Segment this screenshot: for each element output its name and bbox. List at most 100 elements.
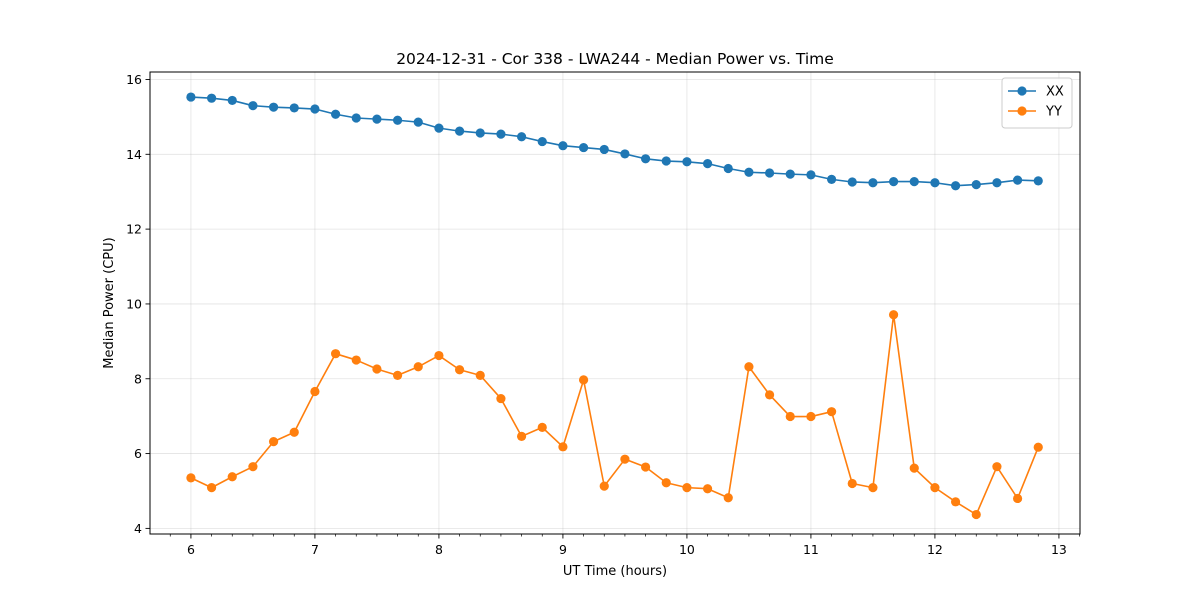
plot-frame <box>149 71 1081 535</box>
legend-marker-xx <box>1017 86 1027 96</box>
data-point-xx <box>578 142 589 153</box>
grid-lines <box>150 72 1080 534</box>
data-point-yy <box>785 411 795 422</box>
data-point-xx <box>620 149 630 159</box>
data-point-yy <box>516 431 527 441</box>
data-point-xx <box>950 181 961 191</box>
data-point-yy <box>868 483 878 493</box>
data-point-xx <box>1033 176 1043 186</box>
data-point-yy <box>289 427 299 437</box>
data-point-xx <box>930 178 940 188</box>
y-tick-label: 16 <box>126 72 142 87</box>
data-point-yy <box>330 349 341 359</box>
data-point-yy <box>558 442 568 452</box>
x-tick-label: 13 <box>1051 542 1067 557</box>
data-point-xx <box>186 92 196 102</box>
chart-title: 2024-12-31 - Cor 338 - LWA244 - Median P… <box>396 50 834 68</box>
legend-label-xx: XX <box>1046 85 1064 100</box>
data-point-xx <box>206 93 217 103</box>
data-point-xx <box>434 123 444 133</box>
data-point-xx <box>454 126 465 136</box>
y-tick-label: 8 <box>134 371 142 386</box>
data-point-yy <box>599 481 609 491</box>
data-point-xx <box>888 177 899 187</box>
data-point-yy <box>744 362 754 372</box>
data-point-yy <box>434 350 444 361</box>
data-point-xx <box>516 132 527 142</box>
data-point-yy <box>392 370 403 380</box>
series-line-yy <box>190 313 1039 516</box>
data-point-xx <box>413 117 423 127</box>
data-point-xx <box>868 178 878 188</box>
data-point-xx <box>806 170 816 180</box>
data-point-xx <box>351 113 361 123</box>
data-point-xx <box>599 144 609 155</box>
data-point-yy <box>537 422 547 432</box>
x-tick-label: 8 <box>435 542 443 557</box>
data-point-yy <box>186 473 196 483</box>
data-point-xx <box>909 177 919 187</box>
data-point-xx <box>372 114 382 124</box>
axes: 6 7 8 9 10 11 12 13 4 6 8 10 12 14 16 <box>126 72 1080 557</box>
data-point-xx <box>785 169 795 179</box>
data-point-yy <box>206 483 217 493</box>
data-point-yy <box>310 386 320 397</box>
data-point-yy <box>682 483 692 493</box>
data-point-yy <box>351 355 361 365</box>
data-point-xx <box>248 101 258 111</box>
y-tick-label: 14 <box>126 147 142 162</box>
data-point-yy <box>454 365 465 375</box>
data-point-xx <box>1012 175 1023 185</box>
data-point-yy <box>702 484 713 494</box>
data-point-yy <box>847 478 857 489</box>
data-point-xx <box>640 154 651 164</box>
data-point-yy <box>888 310 899 320</box>
x-tick-label: 9 <box>559 542 567 557</box>
data-point-yy <box>909 463 919 473</box>
x-axis-label: UT Time (hours) <box>563 564 667 579</box>
data-point-yy <box>930 483 940 493</box>
data-point-yy <box>723 493 733 503</box>
data-point-xx <box>847 177 857 187</box>
y-tick-label: 12 <box>126 222 142 237</box>
data-point-yy <box>806 411 816 422</box>
data-point-yy <box>620 454 630 464</box>
data-point-xx <box>764 168 775 178</box>
data-point-xx <box>992 178 1002 188</box>
data-point-xx <box>310 104 320 114</box>
data-point-xx <box>826 174 837 184</box>
y-axis-label: Median Power (CPU) <box>102 237 117 368</box>
legend: XX YY <box>1001 77 1073 129</box>
data-point-xx <box>537 136 547 147</box>
x-tick-label: 7 <box>311 542 319 557</box>
data-point-xx <box>971 180 981 190</box>
data-point-xx <box>744 167 754 177</box>
x-tick-label: 6 <box>187 542 195 557</box>
data-point-yy <box>992 462 1002 472</box>
data-point-yy <box>971 509 981 520</box>
data-point-xx <box>558 141 568 151</box>
data-point-xx <box>392 115 403 125</box>
data-point-xx <box>289 103 299 113</box>
y-tick-label: 10 <box>126 296 142 311</box>
plot-series <box>186 92 1043 520</box>
data-point-yy <box>1033 442 1043 452</box>
x-tick-label: 10 <box>679 542 695 557</box>
data-point-yy <box>248 462 258 472</box>
data-point-yy <box>1012 493 1023 504</box>
data-point-xx <box>702 159 713 169</box>
data-point-xx <box>723 163 733 174</box>
data-point-xx <box>682 157 692 167</box>
data-point-yy <box>372 364 382 374</box>
data-point-yy <box>413 362 423 372</box>
y-tick-label: 6 <box>134 446 142 461</box>
data-point-xx <box>268 102 279 112</box>
data-point-yy <box>578 375 589 385</box>
y-tick-label: 4 <box>134 521 142 536</box>
data-point-xx <box>661 156 671 166</box>
data-point-yy <box>764 390 775 400</box>
data-point-yy <box>826 407 837 417</box>
data-point-yy <box>661 478 671 488</box>
